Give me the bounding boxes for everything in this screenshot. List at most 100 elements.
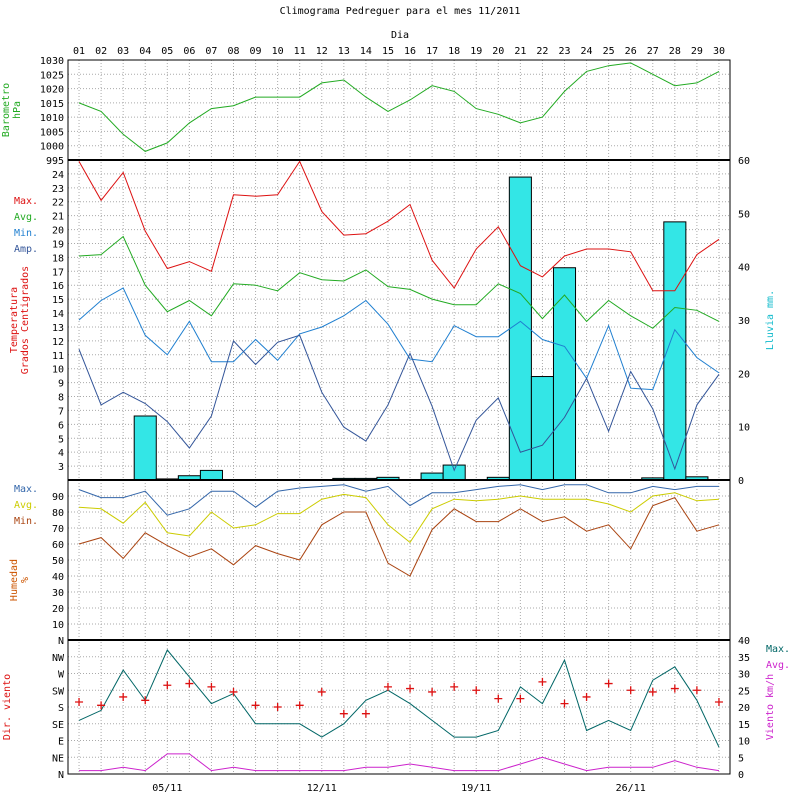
humidity-legend-item: Avg. xyxy=(14,500,38,511)
rain-tick-label: 30 xyxy=(738,316,750,327)
y-tick-label: 80 xyxy=(52,508,64,519)
wind-direction-marker xyxy=(185,679,194,688)
y-tick-label: 19 xyxy=(52,239,64,250)
y-tick-label: 7 xyxy=(58,406,64,417)
y-tick-label: 90 xyxy=(52,492,64,503)
wind-direction-axis-label-line: Dir. viento xyxy=(2,674,13,740)
day-tick-label: 03 xyxy=(117,46,129,57)
temperature-axis-label: Temperatura Grados Centigrados xyxy=(9,266,31,374)
y-tick-label: 1015 xyxy=(40,99,64,110)
wind-direction-marker xyxy=(582,692,591,701)
y-tick-label: 15 xyxy=(52,295,64,306)
y-tick-label: 23 xyxy=(52,184,64,195)
temp-legend-item: Min. xyxy=(14,228,38,239)
day-tick-label: 22 xyxy=(536,46,548,57)
wind-direction-marker xyxy=(560,699,569,708)
y-tick-label: 17 xyxy=(52,267,64,278)
rain-bar xyxy=(420,472,444,481)
wind-speed-tick-label: 20 xyxy=(738,703,750,714)
rain-bar xyxy=(199,469,223,481)
week-tick-label: 19/11 xyxy=(461,783,491,794)
temp-legend-item: Amp. xyxy=(14,244,38,255)
wind-direction-marker xyxy=(141,696,150,705)
y-tick-label: 20 xyxy=(52,226,64,237)
temp-legend-item: Max. xyxy=(14,196,38,207)
y-tick-label: 1000 xyxy=(40,142,64,153)
wind-speed-tick-label: 35 xyxy=(738,653,750,664)
day-axis-label: Dia xyxy=(391,30,409,41)
wind-speed-axis-label-line: Viento km/h xyxy=(765,674,776,740)
wind-speed-tick-label: 40 xyxy=(738,636,750,647)
day-tick-label: 21 xyxy=(514,46,526,57)
grid-layer xyxy=(68,59,730,775)
humidity-axis-label-line: Humedad xyxy=(9,559,20,601)
day-tick-label: 18 xyxy=(448,46,460,57)
day-tick-label: 14 xyxy=(360,46,372,57)
rain-bar xyxy=(530,376,554,481)
day-tick-label: 16 xyxy=(404,46,416,57)
y-tick-label: 24 xyxy=(52,170,64,181)
wind-speed-tick-label: 5 xyxy=(738,753,744,764)
rain-bar xyxy=(133,415,157,481)
wind-direction-marker xyxy=(538,677,547,686)
rain-tick-label: 0 xyxy=(738,476,744,487)
y-tick-label: 9 xyxy=(58,379,64,390)
wind-speed-tick-label: 25 xyxy=(738,686,750,697)
day-tick-label: 01 xyxy=(73,46,85,57)
wind-direction-marker xyxy=(428,687,437,696)
direction-tick-label: E xyxy=(58,737,64,748)
day-tick-label: 30 xyxy=(713,46,725,57)
day-tick-label: 27 xyxy=(647,46,659,57)
wind-speed-tick-label: 0 xyxy=(738,770,744,781)
wind-max-line xyxy=(78,649,720,748)
wind-legend-item: Avg. xyxy=(766,660,790,671)
direction-tick-label: SW xyxy=(52,686,65,697)
chart-title: Climograma Pedreguer para el mes 11/2011 xyxy=(280,6,521,17)
wind-direction-marker xyxy=(472,686,481,695)
wind-direction-marker xyxy=(494,694,503,703)
y-tick-label: 6 xyxy=(58,420,64,431)
havg-line xyxy=(78,492,720,544)
day-tick-label: 02 xyxy=(95,46,107,57)
y-tick-label: 5 xyxy=(58,434,64,445)
y-tick-label: 1025 xyxy=(40,70,64,81)
y-tick-label: 21 xyxy=(52,212,64,223)
tamp-line xyxy=(78,334,720,472)
wind-speed-tick-label: 30 xyxy=(738,670,750,681)
wind-direction-marker xyxy=(163,681,172,690)
wind-direction-marker xyxy=(339,709,348,718)
rain-tick-label: 20 xyxy=(738,369,750,380)
day-tick-label: 04 xyxy=(139,46,151,57)
rain-tick-label: 60 xyxy=(738,156,750,167)
y-tick-label: 40 xyxy=(52,572,64,583)
wind-speed-tick-label: 10 xyxy=(738,737,750,748)
wind-direction-marker xyxy=(207,682,216,691)
y-tick-label: 4 xyxy=(58,448,64,459)
y-tick-label: 8 xyxy=(58,393,64,404)
wind-avg-line xyxy=(79,753,720,772)
rain-tick-label: 10 xyxy=(738,423,750,434)
day-tick-label: 06 xyxy=(183,46,195,57)
wind-direction-marker xyxy=(450,682,459,691)
day-tick-label: 09 xyxy=(250,46,262,57)
wind-direction-marker xyxy=(714,697,723,706)
barometer-axis-label-line: hPa xyxy=(12,101,23,119)
axis-labels: 01 02 03 04 05 06 07 08 09 10 11 12 13 14 15 16 17 18 19 20… xyxy=(1,46,790,794)
y-tick-label: 1020 xyxy=(40,85,64,96)
y-tick-label: 30 xyxy=(52,588,64,599)
day-tick-label: 25 xyxy=(603,46,615,57)
hmax-line xyxy=(78,484,719,516)
wind-direction-axis-label: Dir. viento xyxy=(2,674,13,740)
y-tick-label: 50 xyxy=(52,556,64,567)
y-tick-label: 1010 xyxy=(40,113,64,124)
hmin-line xyxy=(78,496,720,577)
day-tick-label: 11 xyxy=(294,46,306,57)
wind-direction-marker xyxy=(670,684,679,693)
wind-direction-marker xyxy=(383,682,392,691)
y-tick-label: 10 xyxy=(52,365,64,376)
outer-frame xyxy=(67,59,731,775)
wind-direction-marker xyxy=(273,703,282,711)
rain-bar xyxy=(508,176,532,481)
day-tick-label: 28 xyxy=(669,46,681,57)
